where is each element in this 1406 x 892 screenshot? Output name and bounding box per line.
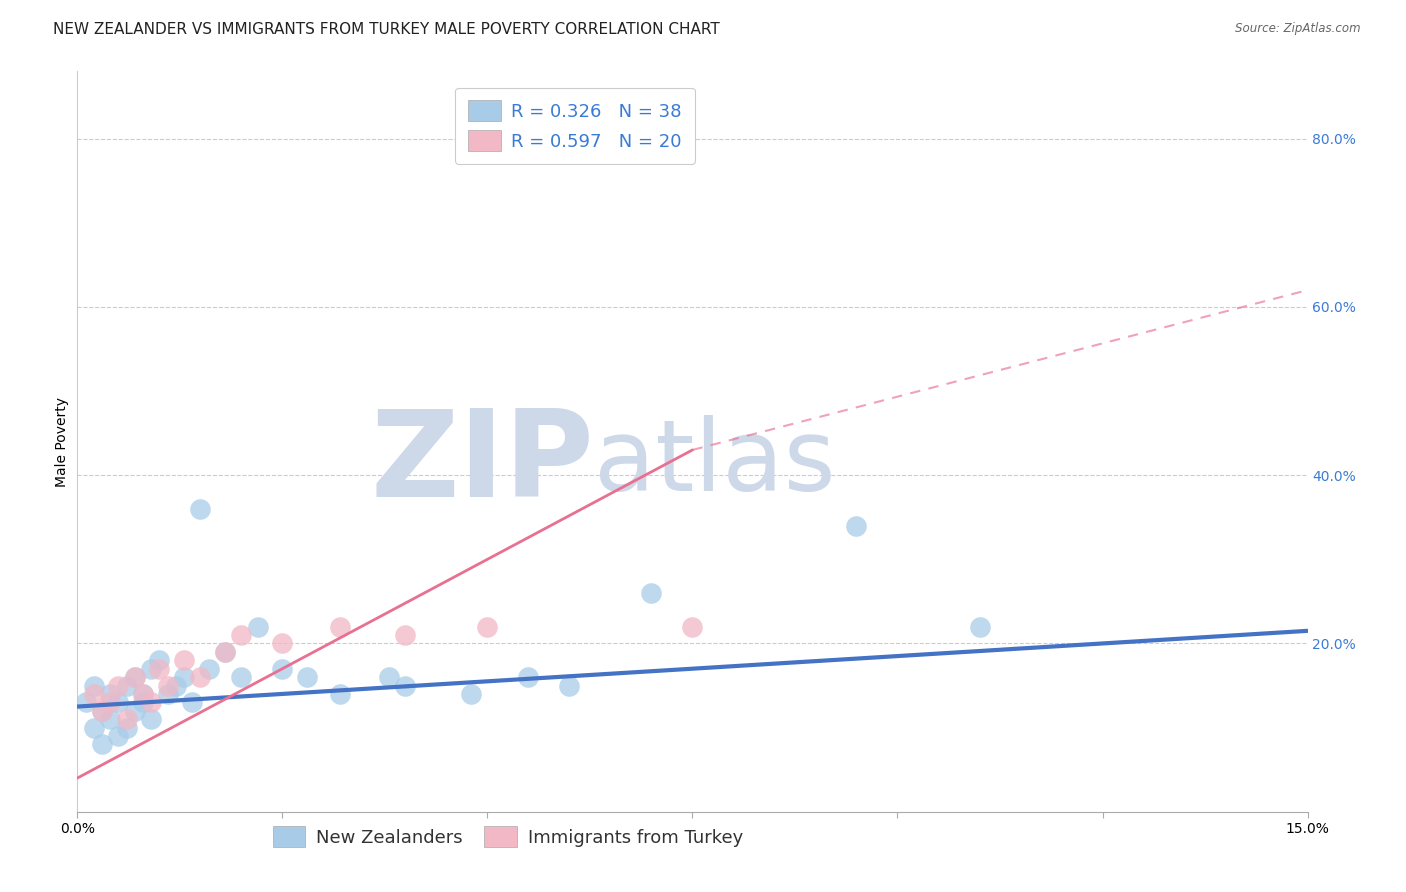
Legend: New Zealanders, Immigrants from Turkey: New Zealanders, Immigrants from Turkey: [266, 819, 751, 855]
Point: [394, 628, 416, 642]
Point: [90, 738, 114, 752]
Point: [115, 712, 138, 726]
Point: [197, 662, 219, 676]
Point: [83, 721, 105, 735]
Point: [148, 653, 170, 667]
Point: [394, 679, 416, 693]
Point: [378, 670, 401, 684]
Text: NEW ZEALANDER VS IMMIGRANTS FROM TURKEY MALE POVERTY CORRELATION CHART: NEW ZEALANDER VS IMMIGRANTS FROM TURKEY …: [53, 22, 720, 37]
Point: [460, 687, 482, 701]
Point: [132, 687, 155, 701]
Point: [188, 670, 212, 684]
Point: [558, 679, 581, 693]
Point: [98, 712, 121, 726]
Point: [295, 670, 318, 684]
Point: [156, 687, 179, 701]
Text: atlas: atlas: [595, 416, 835, 512]
Point: [173, 653, 195, 667]
Point: [98, 687, 121, 701]
Point: [90, 704, 114, 718]
Point: [329, 687, 352, 701]
Point: [83, 679, 105, 693]
Point: [682, 619, 704, 633]
Point: [148, 662, 170, 676]
Point: [231, 670, 253, 684]
Point: [188, 501, 212, 516]
Point: [329, 619, 352, 633]
Point: [477, 619, 499, 633]
Point: [141, 712, 163, 726]
Point: [271, 636, 294, 650]
Point: [181, 695, 204, 709]
Point: [124, 670, 146, 684]
Point: [132, 687, 155, 701]
Point: [214, 645, 236, 659]
Point: [517, 670, 540, 684]
Point: [141, 662, 163, 676]
Point: [214, 645, 236, 659]
Point: [640, 586, 662, 600]
Point: [141, 695, 163, 709]
Point: [173, 670, 195, 684]
Point: [156, 679, 179, 693]
Point: [246, 619, 269, 633]
Point: [231, 628, 253, 642]
Y-axis label: Male Poverty: Male Poverty: [55, 397, 69, 486]
Point: [124, 704, 146, 718]
Point: [90, 704, 114, 718]
Point: [165, 679, 187, 693]
Point: [969, 619, 991, 633]
Point: [98, 695, 121, 709]
Point: [107, 679, 129, 693]
Point: [124, 670, 146, 684]
Point: [75, 695, 97, 709]
Point: [107, 729, 129, 743]
Point: [132, 695, 155, 709]
Point: [107, 695, 129, 709]
Point: [115, 679, 138, 693]
Point: [271, 662, 294, 676]
Point: [599, 115, 621, 129]
Point: [83, 687, 105, 701]
Point: [845, 518, 868, 533]
Point: [115, 721, 138, 735]
Text: Source: ZipAtlas.com: Source: ZipAtlas.com: [1236, 22, 1361, 36]
Text: ZIP: ZIP: [370, 405, 595, 522]
